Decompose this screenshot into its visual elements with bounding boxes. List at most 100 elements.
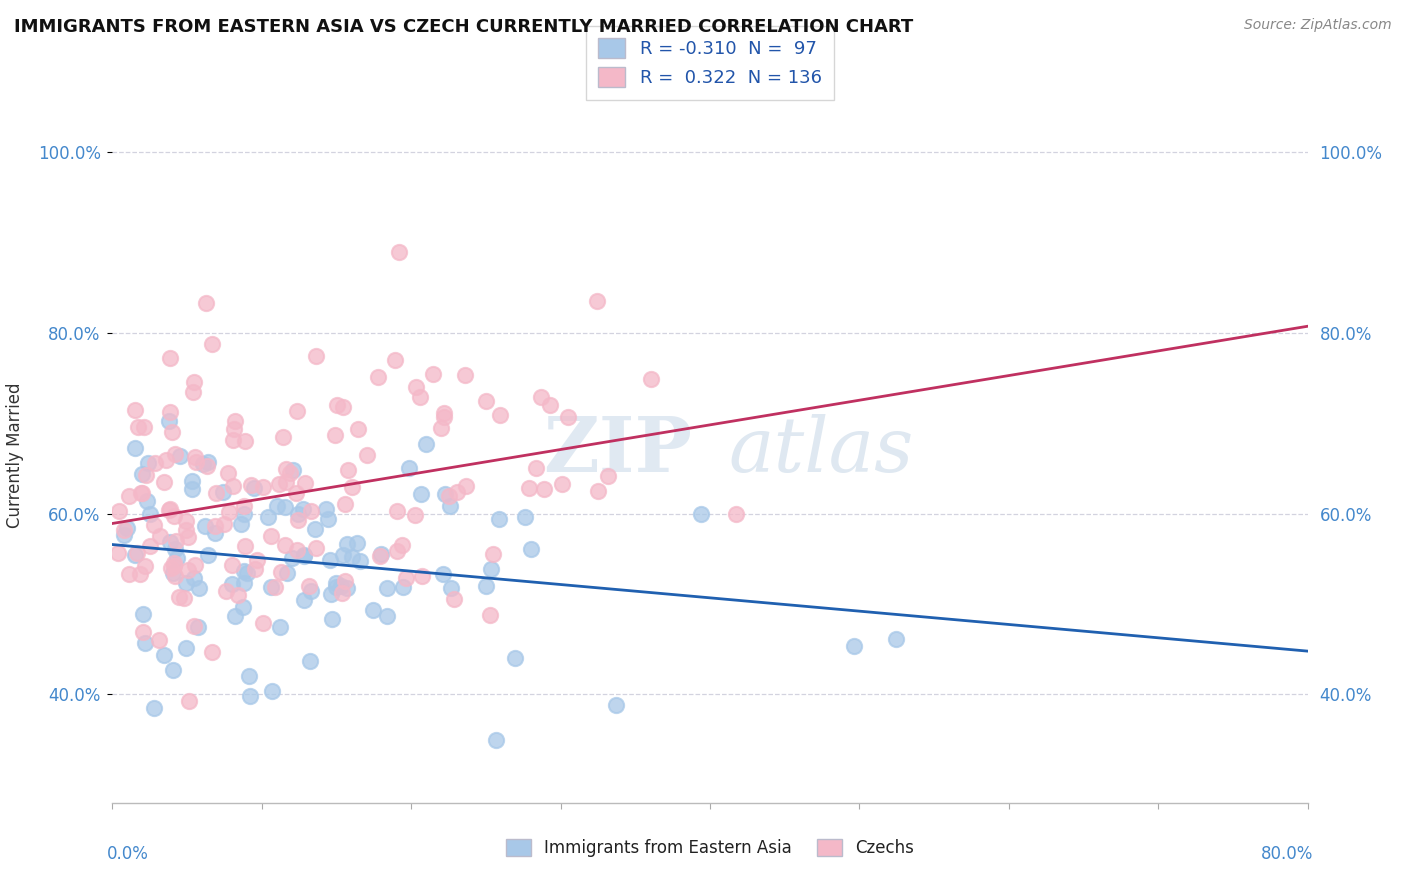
Point xyxy=(135,468,157,483)
Point xyxy=(274,538,297,552)
Point xyxy=(134,558,156,573)
Point xyxy=(287,508,309,522)
Point xyxy=(167,591,190,605)
Point xyxy=(160,561,183,575)
Point xyxy=(232,575,254,590)
Point xyxy=(132,420,155,434)
Text: atlas: atlas xyxy=(728,415,914,489)
Point xyxy=(294,475,316,490)
Point xyxy=(270,565,292,579)
Point xyxy=(174,514,197,528)
Point xyxy=(304,522,326,536)
Point xyxy=(243,562,266,576)
Point xyxy=(520,542,543,557)
Point xyxy=(405,380,427,394)
Point xyxy=(236,566,259,580)
Text: 80.0%: 80.0% xyxy=(1261,845,1313,863)
Point xyxy=(488,409,510,423)
Point xyxy=(259,580,281,594)
Point xyxy=(221,558,243,572)
Point xyxy=(252,480,274,494)
Point xyxy=(503,650,526,665)
Point xyxy=(274,500,297,514)
Point xyxy=(177,530,200,544)
Point xyxy=(183,376,205,390)
Point xyxy=(159,351,181,365)
Point xyxy=(162,566,184,581)
Point xyxy=(315,502,337,516)
Point xyxy=(475,579,498,593)
Point xyxy=(157,502,180,516)
Point xyxy=(475,394,498,409)
Point xyxy=(340,550,363,565)
Point xyxy=(347,422,370,436)
Point xyxy=(325,575,347,590)
Point xyxy=(263,580,285,594)
Point xyxy=(724,508,747,522)
Point xyxy=(232,600,254,615)
Point xyxy=(188,581,211,595)
Point xyxy=(285,485,308,500)
Point xyxy=(384,353,406,368)
Point xyxy=(157,413,180,427)
Point xyxy=(605,698,627,713)
Point xyxy=(118,489,141,503)
Point xyxy=(184,454,207,468)
Point xyxy=(201,645,224,659)
Point xyxy=(222,422,245,436)
Point xyxy=(107,545,129,559)
Point xyxy=(195,459,218,474)
Point xyxy=(143,457,166,471)
Point xyxy=(524,460,547,475)
Point xyxy=(233,564,256,578)
Point xyxy=(124,548,146,562)
Point xyxy=(112,528,135,542)
Point xyxy=(404,508,426,522)
Point xyxy=(176,576,198,591)
Point xyxy=(454,368,477,382)
Point xyxy=(180,475,202,489)
Text: 0.0%: 0.0% xyxy=(107,845,149,863)
Point xyxy=(361,603,384,617)
Point xyxy=(212,516,235,531)
Point xyxy=(132,607,155,622)
Point xyxy=(240,477,263,491)
Point xyxy=(184,558,207,572)
Point xyxy=(124,441,146,455)
Point xyxy=(174,523,197,537)
Point xyxy=(204,518,226,533)
Point xyxy=(640,372,662,386)
Point xyxy=(385,543,408,558)
Point xyxy=(142,517,165,532)
Point xyxy=(285,542,308,557)
Point xyxy=(276,475,298,489)
Point xyxy=(269,620,291,634)
Point xyxy=(434,486,457,500)
Point xyxy=(323,428,346,442)
Point xyxy=(201,336,224,351)
Point xyxy=(278,466,301,480)
Point xyxy=(139,539,162,553)
Point xyxy=(479,607,502,622)
Point xyxy=(440,581,463,595)
Point xyxy=(117,521,139,535)
Point xyxy=(197,548,219,562)
Point xyxy=(281,550,304,565)
Point xyxy=(239,689,262,703)
Point xyxy=(281,462,304,476)
Point xyxy=(432,406,454,420)
Point xyxy=(257,509,280,524)
Point xyxy=(370,547,392,561)
Point xyxy=(243,481,266,495)
Point xyxy=(218,504,240,518)
Point xyxy=(299,584,322,599)
Point xyxy=(183,571,205,585)
Point xyxy=(135,494,157,508)
Text: Source: ZipAtlas.com: Source: ZipAtlas.com xyxy=(1244,18,1392,32)
Point xyxy=(550,476,572,491)
Point xyxy=(131,467,153,482)
Point xyxy=(538,398,561,412)
Point xyxy=(443,592,465,607)
Point xyxy=(176,564,198,578)
Point xyxy=(112,523,135,537)
